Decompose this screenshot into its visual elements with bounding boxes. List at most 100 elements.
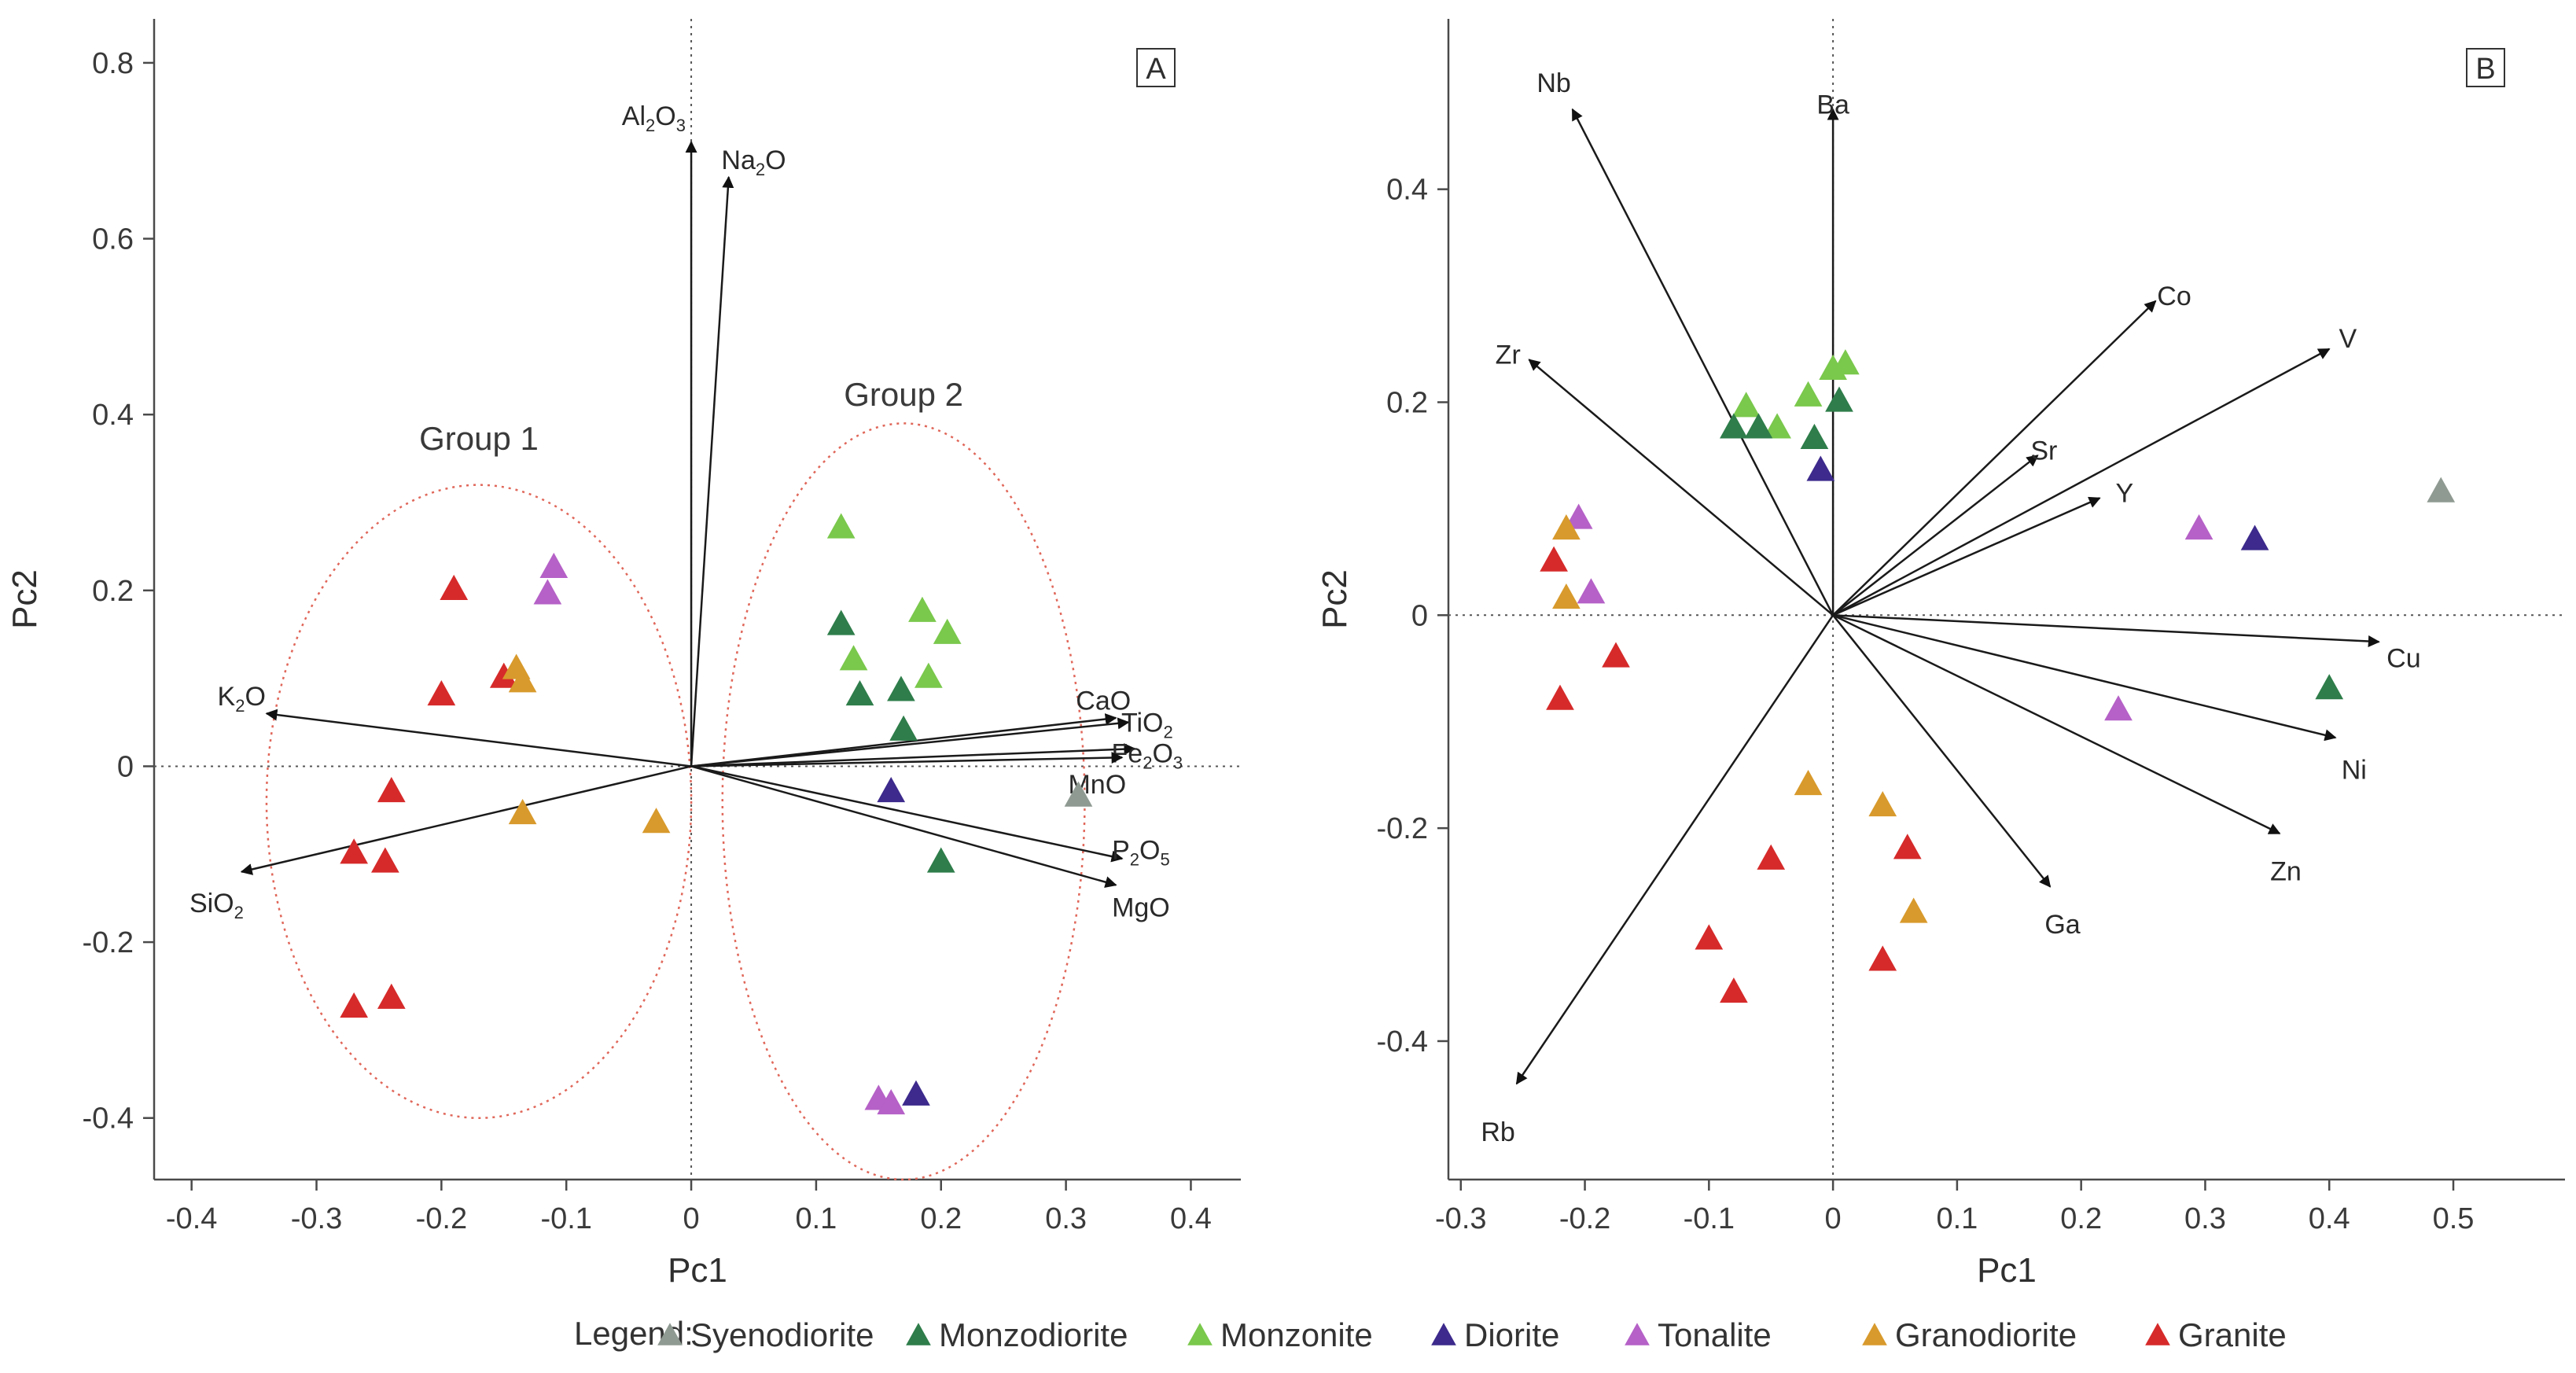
loading-vector-arrow bbox=[1832, 348, 2331, 617]
x-tick-label: 0.1 bbox=[1936, 1202, 1978, 1235]
panel-b-biplot: -0.3 -0.2 -0.1 0 0.1 0.2 0.3 0.4 0.5 -0.4 -0.2 0 0.2… bbox=[1316, 19, 2565, 1290]
legend-marker-tonalite bbox=[1625, 1323, 1650, 1345]
sample-point-monzodiorite bbox=[2315, 674, 2344, 700]
legend-label-monzonite: Monzonite bbox=[1220, 1316, 1373, 1353]
sample-point-monzodiorite bbox=[1825, 386, 1853, 412]
sample-point-granite bbox=[377, 776, 406, 803]
loading-vector-arrow bbox=[1832, 300, 2157, 617]
sample-point-tonalite bbox=[539, 552, 569, 578]
sample-point-granite bbox=[371, 847, 399, 873]
y-tick-label: 0.4 bbox=[1386, 174, 1428, 207]
x-tick-label: 0.4 bbox=[1170, 1202, 1212, 1235]
legend-label-monzodiorite: Monzodiorite bbox=[939, 1316, 1128, 1353]
sample-point-diorite bbox=[2240, 525, 2269, 550]
legend-label-tonalite: Tonalite bbox=[1658, 1316, 1772, 1353]
sample-point-granite bbox=[427, 679, 456, 706]
x-tick-label: -0.2 bbox=[1559, 1202, 1610, 1235]
sample-point-monzonite bbox=[908, 596, 937, 622]
y-tick-label: 0 bbox=[117, 750, 134, 783]
loading-vector-arrow bbox=[1528, 359, 1834, 617]
sample-point-monzodiorite bbox=[887, 675, 915, 701]
sample-point-granite bbox=[377, 983, 406, 1009]
y-axis-title: Pc2 bbox=[1316, 569, 1354, 629]
x-tick-label: 0.2 bbox=[2060, 1202, 2102, 1235]
sample-point-granite bbox=[1893, 834, 1922, 860]
loading-vector-arrow bbox=[240, 765, 692, 875]
legend-marker-granite bbox=[2145, 1323, 2170, 1345]
x-tick-label: -0.1 bbox=[540, 1202, 591, 1235]
x-tick-label: -0.3 bbox=[1435, 1202, 1486, 1235]
loading-vector-arrow bbox=[690, 765, 1124, 863]
loading-vector-label: Na2O bbox=[721, 145, 786, 179]
legend: Legend: Syenodiorite Monzodiorite Monzonit… bbox=[574, 1315, 2287, 1353]
legend-label-diorite: Diorite bbox=[1464, 1316, 1559, 1353]
sample-point-granodiorite bbox=[642, 808, 671, 834]
sample-point-granite bbox=[1695, 924, 1724, 950]
y-axis-title: Pc2 bbox=[6, 569, 44, 629]
loading-vector-label: Fe2O3 bbox=[1112, 739, 1183, 773]
sample-point-monzonite bbox=[1731, 392, 1761, 418]
group-label: Group 2 bbox=[844, 376, 963, 413]
sample-point-granite bbox=[1546, 684, 1574, 710]
legend-marker-granodiorite bbox=[1862, 1323, 1887, 1345]
sample-point-granite bbox=[1757, 844, 1786, 870]
legend-label-granite: Granite bbox=[2178, 1316, 2287, 1353]
sample-point-tonalite bbox=[2104, 695, 2133, 721]
x-tick-label: 0.2 bbox=[920, 1202, 962, 1235]
loading-vector-label: Rb bbox=[1481, 1117, 1514, 1147]
panel-label: A bbox=[1146, 53, 1166, 86]
legend-marker-monzonite bbox=[1187, 1323, 1213, 1345]
loading-vector-arrow bbox=[265, 709, 692, 767]
loading-vector-label: Ga bbox=[2044, 910, 2080, 940]
x-axis-title: Pc1 bbox=[1977, 1251, 2037, 1290]
y-tick-label: 0.6 bbox=[92, 223, 134, 256]
sample-point-tonalite bbox=[533, 579, 562, 605]
loading-vector-label: Y bbox=[2116, 479, 2134, 509]
loading-vector-label: Nb bbox=[1536, 68, 1570, 98]
loading-vector-label: Sr bbox=[2030, 436, 2057, 466]
sample-point-granodiorite bbox=[1552, 513, 1581, 540]
sample-point-granodiorite bbox=[508, 798, 537, 825]
loading-vector-label: Ni bbox=[2342, 756, 2367, 786]
sample-point-tonalite bbox=[2184, 513, 2214, 540]
y-tick-label: 0.4 bbox=[92, 399, 134, 432]
sample-point-syenodiorite bbox=[1064, 781, 1093, 807]
loading-vector-label: MgO bbox=[1112, 893, 1170, 922]
sample-point-diorite bbox=[1806, 455, 1835, 481]
x-tick-label: 0 bbox=[1825, 1202, 1842, 1235]
loading-vector-arrow bbox=[1832, 614, 2337, 742]
x-tick-label: 0 bbox=[683, 1202, 699, 1235]
sample-point-monzodiorite bbox=[1800, 423, 1829, 450]
legend-marker-diorite bbox=[1431, 1323, 1456, 1345]
sample-point-tonalite bbox=[1577, 578, 1606, 604]
sample-point-syenodiorite bbox=[2427, 477, 2456, 502]
x-tick-label: 0.1 bbox=[795, 1202, 837, 1235]
sample-point-tonalite bbox=[877, 1088, 906, 1115]
panel-label: B bbox=[2475, 53, 2495, 86]
loading-vector-arrow bbox=[690, 765, 1117, 888]
panel-label-box bbox=[2466, 48, 2505, 87]
sample-point-monzonite bbox=[1831, 349, 1860, 375]
y-tick-label: 0.2 bbox=[1386, 386, 1428, 419]
loading-vector-label: TiO2 bbox=[1121, 709, 1173, 742]
loading-vector-label: CaO bbox=[1076, 686, 1131, 716]
loading-vector-label: SiO2 bbox=[190, 889, 244, 922]
loading-vector-label: Co bbox=[2157, 282, 2191, 311]
x-axis-title: Pc1 bbox=[668, 1251, 727, 1290]
sample-point-granite bbox=[440, 574, 469, 600]
sample-point-monzodiorite bbox=[826, 609, 856, 635]
loading-vector-arrow bbox=[1832, 614, 2281, 835]
x-tick-label: -0.4 bbox=[166, 1202, 217, 1235]
x-tick-label: 0.4 bbox=[2309, 1202, 2350, 1235]
x-tick-label: 0.3 bbox=[1045, 1202, 1087, 1235]
legend-label-syenodiorite: Syenodiorite bbox=[690, 1316, 874, 1353]
sample-point-granite bbox=[1868, 945, 1897, 971]
sample-point-monzonite bbox=[826, 513, 856, 539]
loading-vector-label: Zr bbox=[1496, 340, 1521, 370]
sample-point-granodiorite bbox=[508, 667, 537, 693]
loading-vector-label: Al2O3 bbox=[622, 101, 686, 135]
loading-vector-arrow bbox=[691, 743, 1136, 767]
loading-vector-arrow bbox=[1832, 496, 2101, 617]
loading-vector-arrow bbox=[1832, 614, 2052, 888]
